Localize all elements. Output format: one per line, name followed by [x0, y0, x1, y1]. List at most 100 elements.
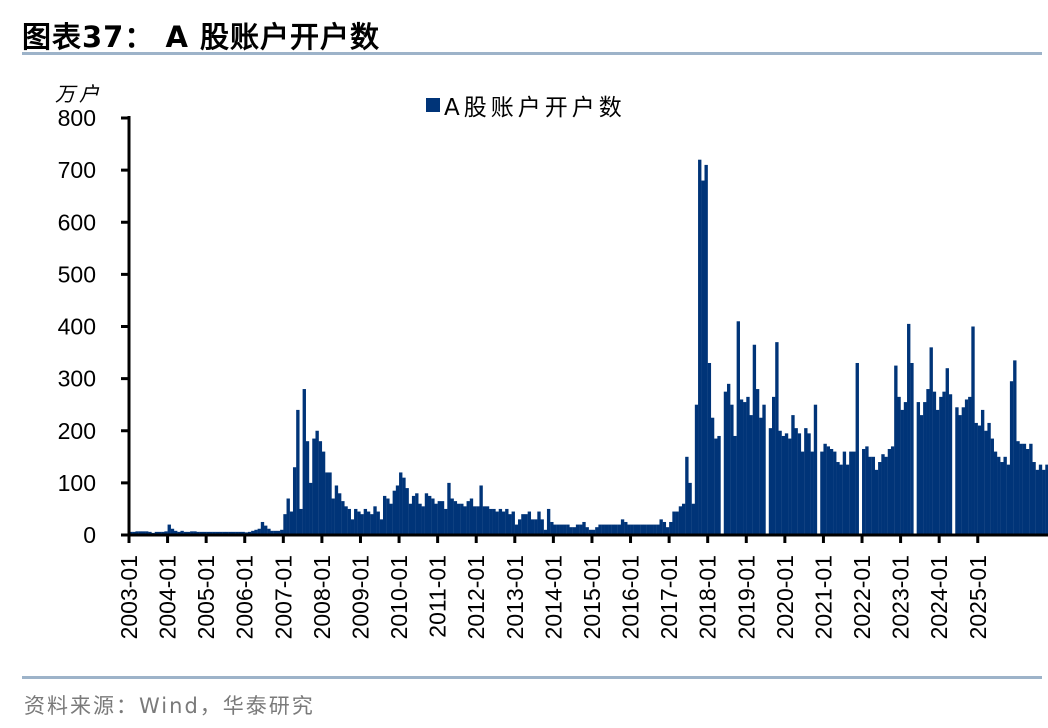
bar — [280, 529, 284, 535]
bar — [228, 531, 233, 535]
bar — [839, 464, 843, 535]
bar — [974, 422, 978, 535]
bar — [968, 396, 972, 535]
bar — [495, 511, 499, 535]
bar — [312, 438, 316, 535]
bar — [971, 326, 975, 535]
bar — [376, 511, 380, 535]
bar — [688, 482, 692, 536]
bar — [604, 524, 609, 535]
bar — [132, 531, 136, 535]
bar — [428, 495, 432, 535]
footer-rule — [22, 676, 1042, 679]
bar — [202, 531, 207, 535]
bar — [206, 531, 210, 535]
bar — [633, 524, 638, 535]
bar — [424, 493, 429, 535]
bar — [659, 519, 663, 535]
x-tick-label: 2013-01 — [502, 555, 528, 639]
x-tick-label: 2011-01 — [425, 555, 451, 638]
bar — [460, 503, 464, 535]
title-rule — [22, 52, 1042, 55]
bar — [550, 521, 554, 535]
bar — [878, 462, 882, 535]
x-tick-label: 2012-01 — [463, 555, 489, 639]
bar — [354, 508, 358, 535]
bar — [675, 511, 679, 535]
bar — [514, 524, 519, 535]
bar — [270, 530, 274, 535]
bar — [183, 531, 188, 535]
bar — [489, 508, 493, 535]
bar — [382, 495, 387, 535]
bar — [826, 446, 831, 535]
bar — [977, 425, 982, 535]
x-tick-label: 2018-01 — [695, 555, 721, 639]
bar — [681, 503, 686, 535]
bar — [1016, 441, 1020, 535]
bar — [736, 321, 740, 535]
bar — [421, 506, 425, 535]
bar — [276, 530, 281, 535]
bar — [357, 511, 361, 535]
bar — [569, 527, 573, 535]
bar — [447, 482, 451, 536]
x-tick-label: 2014-01 — [540, 555, 566, 639]
bar — [778, 430, 782, 535]
bar — [254, 529, 258, 535]
bar — [508, 514, 512, 535]
bar — [453, 501, 458, 535]
bar — [987, 422, 991, 535]
bar — [1003, 456, 1007, 535]
x-tick-label: 2015-01 — [579, 555, 605, 639]
bar — [350, 519, 355, 535]
bar — [810, 451, 814, 535]
bar — [141, 531, 146, 535]
bar — [849, 451, 853, 535]
bar — [186, 531, 191, 535]
bar — [511, 511, 515, 535]
bar — [710, 417, 715, 535]
bar — [260, 521, 265, 535]
bar — [138, 531, 143, 535]
bar — [363, 508, 368, 535]
bar — [739, 399, 744, 535]
bar — [781, 435, 785, 535]
bar — [344, 506, 348, 535]
bar — [620, 519, 625, 535]
bar — [148, 531, 152, 535]
bar — [231, 531, 236, 535]
bar — [942, 391, 946, 535]
bar — [190, 531, 194, 535]
bar — [842, 451, 847, 535]
bar — [884, 456, 888, 535]
bar — [794, 428, 798, 535]
bar — [887, 448, 892, 535]
bar — [235, 531, 239, 535]
bar — [743, 402, 747, 535]
bar — [672, 511, 676, 535]
bar — [309, 482, 313, 536]
bar — [399, 472, 403, 535]
bar — [845, 464, 850, 535]
x-tick-label: 2019-01 — [733, 555, 759, 639]
x-tick-label: 2023-01 — [888, 555, 914, 639]
bar — [698, 159, 702, 535]
x-tick-label: 2020-01 — [772, 555, 798, 639]
x-tick-label: 2004-01 — [155, 555, 181, 639]
bar — [546, 508, 551, 535]
bar — [1013, 360, 1017, 535]
bar — [264, 525, 268, 535]
bar — [129, 531, 133, 535]
bar — [939, 396, 943, 535]
bar — [174, 530, 178, 535]
bar — [707, 362, 712, 535]
bar — [591, 529, 596, 535]
x-tick-label: 2009-01 — [348, 555, 374, 639]
bar — [701, 180, 705, 536]
bar — [456, 503, 461, 535]
bar — [897, 396, 901, 535]
bar — [958, 415, 962, 535]
bar — [563, 524, 567, 535]
bar — [836, 462, 840, 535]
